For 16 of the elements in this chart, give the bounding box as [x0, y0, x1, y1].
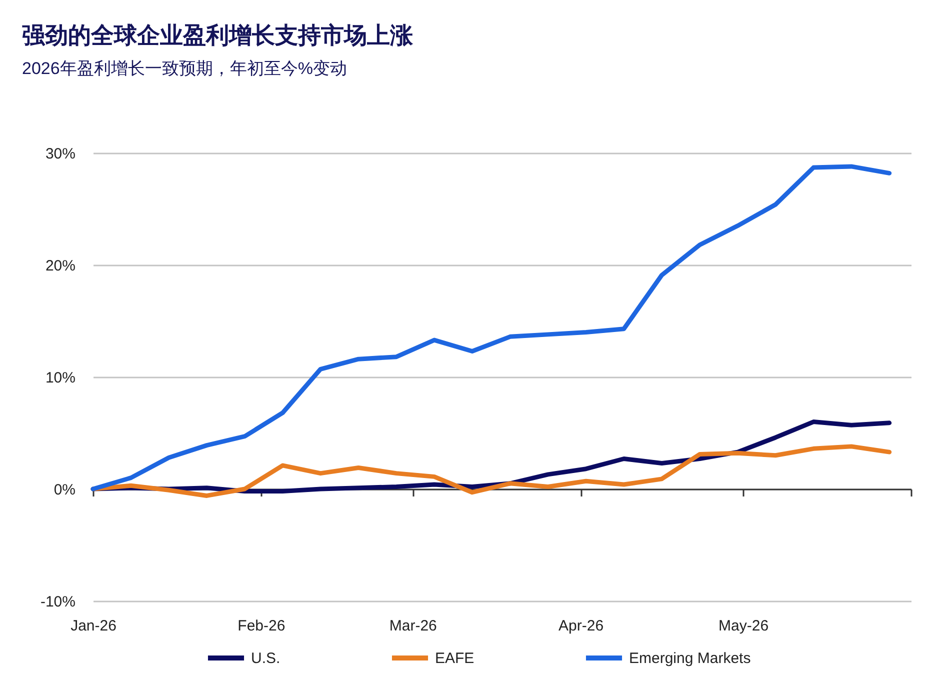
x-tick-label: Jan-26	[70, 618, 116, 634]
x-tick-label: May-26	[718, 618, 769, 634]
line-series	[90, 164, 892, 492]
chart-title: 强劲的全球企业盈利增长支持市场上涨	[22, 21, 413, 50]
x-tick-label: Apr-26	[558, 618, 604, 634]
legend-label: U.S.	[251, 650, 280, 667]
legend-label: Emerging Markets	[629, 650, 751, 667]
chart-subtitle: 2026年盈利增长一致预期，年初至今%变动	[22, 58, 347, 80]
y-tick-label: 10%	[45, 370, 76, 386]
y-tick-label: 0%	[54, 482, 76, 498]
y-tick-label: 30%	[45, 146, 76, 162]
x-tick-label: Mar-26	[389, 618, 437, 634]
x-tick-label: Feb-26	[238, 618, 286, 634]
y-tick-label: 20%	[45, 258, 76, 274]
legend-label: EAFE	[435, 650, 474, 667]
y-tick-label: -10%	[40, 594, 76, 610]
